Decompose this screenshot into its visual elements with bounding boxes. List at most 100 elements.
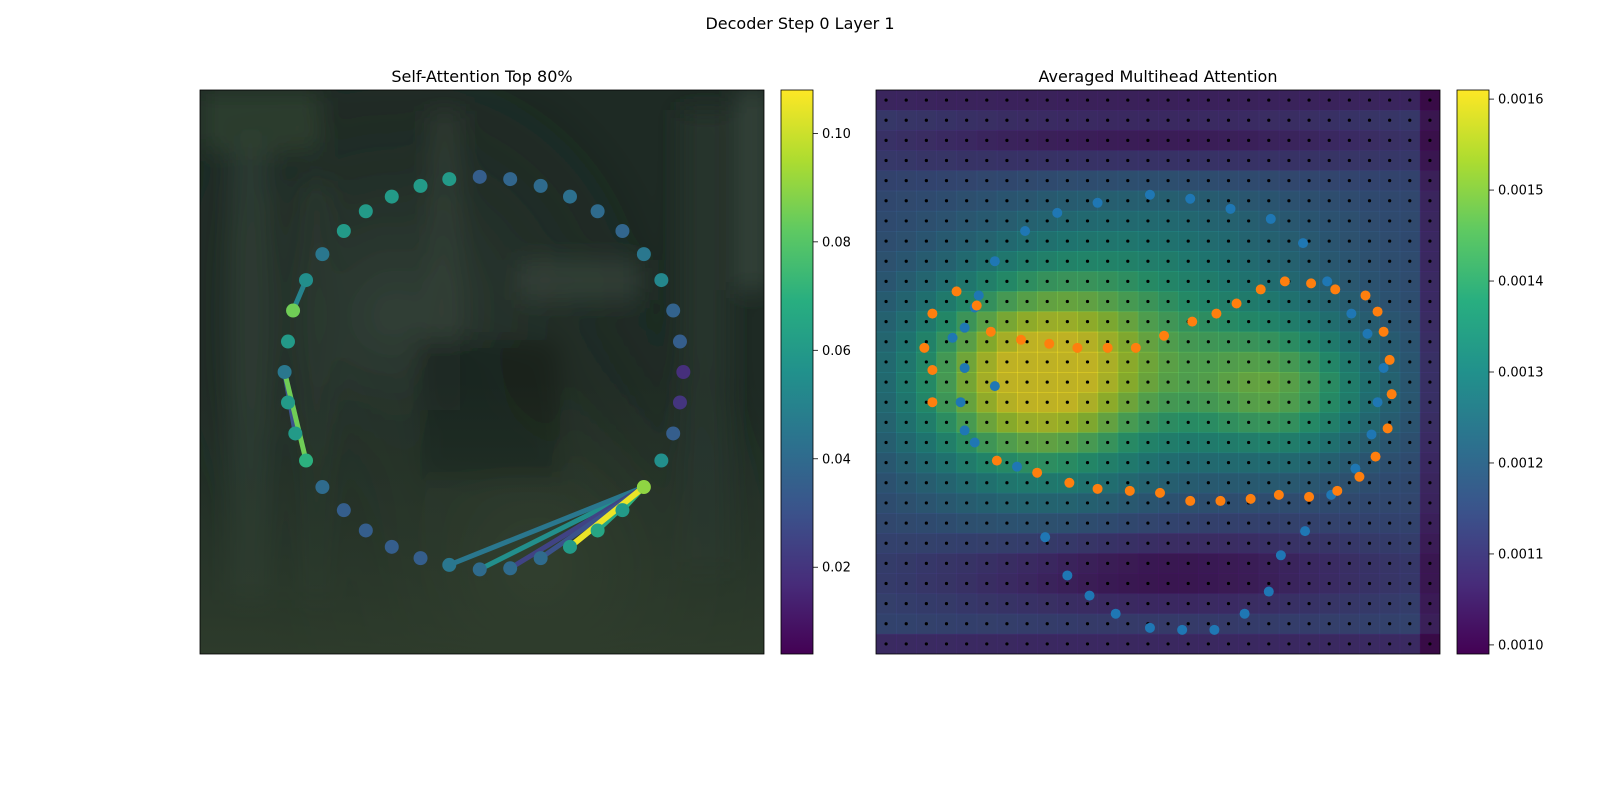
grid-dot — [1045, 179, 1049, 183]
grid-dot — [944, 340, 949, 344]
grid-dot — [985, 179, 989, 183]
grid-dot — [1186, 380, 1190, 384]
grid-dot — [1206, 279, 1210, 283]
grid-dot — [1206, 259, 1210, 263]
grid-dot — [1327, 259, 1331, 263]
grid-dot — [965, 299, 969, 304]
sample-point — [1384, 354, 1395, 365]
grid-dot — [1025, 340, 1029, 344]
sample-point — [1215, 495, 1226, 506]
grid-dot — [1025, 461, 1029, 465]
grid-dot — [1206, 320, 1210, 324]
grid-dot — [1367, 581, 1372, 586]
grid-dot — [1247, 279, 1251, 283]
sample-point — [1072, 342, 1083, 353]
grid-dot — [1106, 199, 1110, 203]
grid-dot — [1146, 420, 1150, 424]
grid-dot — [1206, 602, 1210, 606]
grid-dot — [1005, 380, 1009, 384]
colorbar-tick-label: 0.0010 — [1498, 638, 1544, 653]
grid-dot — [944, 501, 949, 505]
grid-dot — [1126, 561, 1130, 565]
grid-dot — [1226, 239, 1231, 243]
grid-dot — [1146, 199, 1150, 203]
grid-dot — [965, 581, 969, 586]
grid-dot — [1226, 581, 1231, 586]
grid-dot — [1247, 481, 1251, 485]
sample-point — [1155, 487, 1166, 498]
grid-dot — [1146, 279, 1150, 283]
grid-dot — [1005, 420, 1009, 424]
grid-dot — [1186, 179, 1190, 183]
grid-dot — [1085, 541, 1090, 545]
token-point — [384, 539, 399, 554]
grid-dot — [1126, 481, 1130, 485]
sample-point — [969, 437, 980, 448]
grid-dot — [985, 642, 989, 646]
grid-dot — [1106, 561, 1110, 565]
grid-dot — [884, 158, 888, 163]
grid-dot — [1166, 360, 1170, 364]
token-point — [666, 426, 681, 441]
sample-point — [1300, 526, 1311, 537]
grid-dot — [1408, 561, 1412, 565]
grid-dot — [1226, 219, 1231, 223]
grid-dot — [1388, 561, 1392, 565]
grid-dot — [1106, 138, 1110, 142]
grid-dot — [904, 400, 908, 404]
sample-point — [1350, 463, 1361, 474]
grid-dot — [1267, 340, 1271, 344]
grid-dot — [1367, 239, 1372, 243]
sample-point — [989, 381, 1000, 392]
grid-dot — [1186, 158, 1190, 163]
grid-dot — [1106, 219, 1110, 223]
grid-dot — [1106, 581, 1110, 586]
grid-dot — [1388, 340, 1392, 344]
grid-dot — [1327, 561, 1331, 565]
token-point — [676, 365, 691, 379]
grid-dot — [1186, 581, 1190, 586]
grid-dot — [1166, 521, 1170, 525]
grid-dot — [1327, 340, 1331, 344]
sample-point — [1322, 276, 1333, 287]
grid-dot — [1247, 541, 1251, 545]
token-point — [533, 551, 548, 566]
grid-dot — [1367, 158, 1372, 163]
grid-dot — [965, 622, 969, 626]
grid-dot — [1327, 299, 1331, 304]
grid-dot — [1025, 440, 1029, 445]
grid-dot — [884, 219, 888, 223]
grid-dot — [924, 602, 928, 606]
grid-dot — [1367, 440, 1372, 445]
sample-point — [1306, 278, 1317, 289]
grid-dot — [1367, 299, 1372, 304]
grid-dot — [1025, 118, 1029, 122]
grid-dot — [1428, 581, 1432, 586]
grid-dot — [1166, 581, 1170, 586]
grid-dot — [884, 320, 888, 324]
grid-dot — [1267, 521, 1271, 525]
sample-point — [1016, 334, 1027, 345]
grid-dot — [1186, 219, 1190, 223]
grid-dot — [1106, 320, 1110, 324]
grid-dot — [1005, 138, 1009, 142]
token-point — [590, 204, 605, 219]
grid-dot — [1428, 501, 1432, 505]
grid-dot — [1287, 138, 1291, 142]
grid-dot — [1166, 541, 1170, 545]
grid-dot — [1166, 380, 1170, 384]
grid-dot — [1388, 158, 1392, 163]
grid-dot — [1267, 622, 1271, 626]
grid-dot — [1327, 199, 1331, 203]
grid-dot — [1287, 179, 1291, 183]
grid-dot — [1166, 602, 1170, 606]
sample-point — [991, 455, 1002, 466]
grid-dot — [1126, 602, 1130, 606]
grid-dot — [1045, 561, 1049, 565]
grid-dot — [1247, 259, 1251, 263]
token-point — [277, 365, 292, 379]
grid-dot — [1025, 581, 1029, 586]
grid-dot — [1287, 219, 1291, 223]
grid-dot — [1287, 541, 1291, 545]
grid-dot — [1388, 440, 1392, 445]
